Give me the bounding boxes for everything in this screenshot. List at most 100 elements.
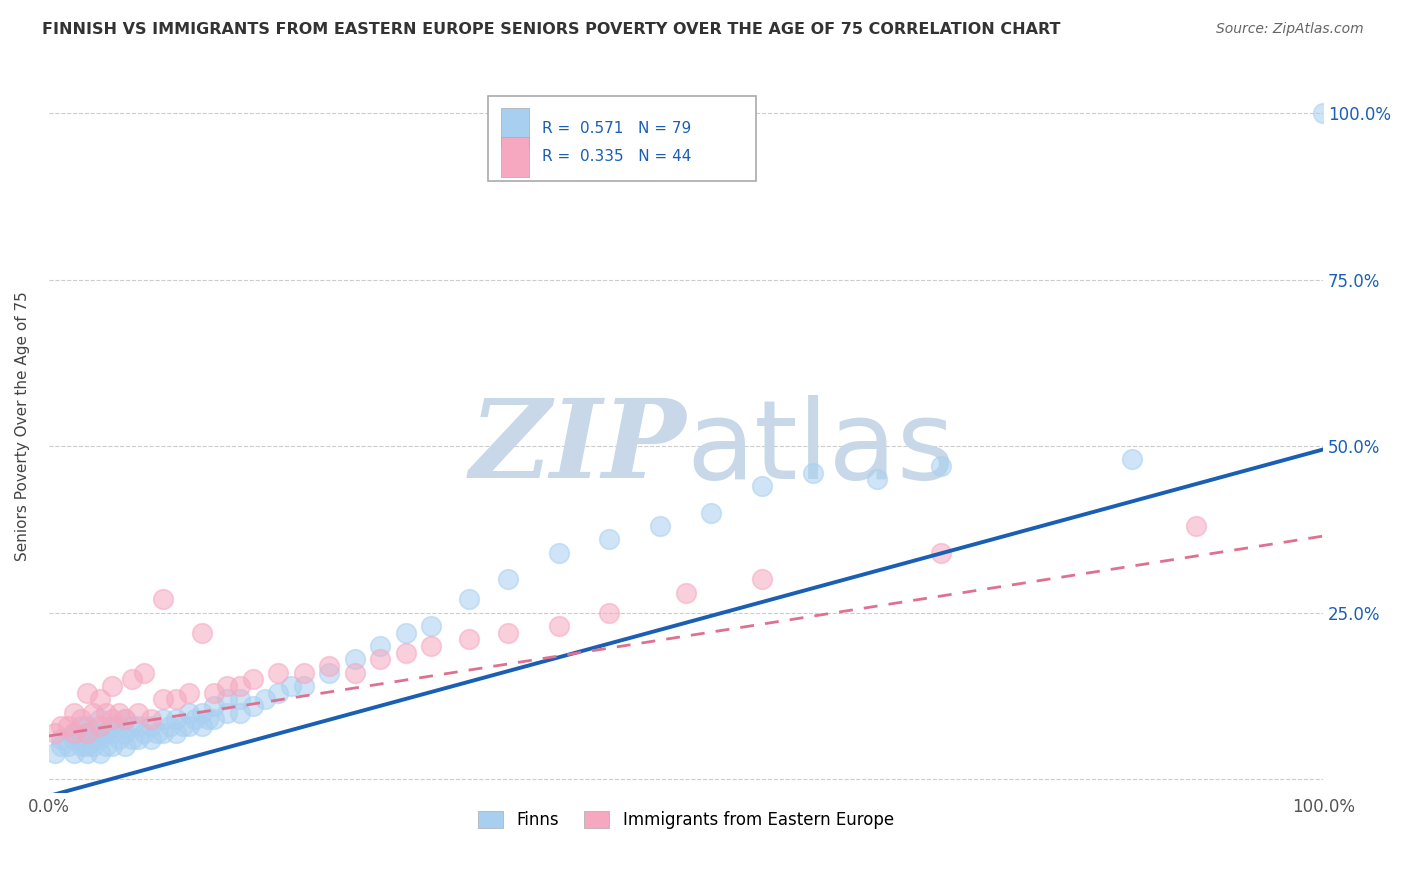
Point <box>165 692 187 706</box>
Point <box>69 739 91 753</box>
Point <box>803 466 825 480</box>
Point <box>458 592 481 607</box>
Point <box>51 719 73 733</box>
Point <box>101 719 124 733</box>
Point <box>121 673 143 687</box>
Point <box>152 712 174 726</box>
Legend: Finns, Immigrants from Eastern Europe: Finns, Immigrants from Eastern Europe <box>471 804 900 836</box>
Point <box>152 692 174 706</box>
Point <box>114 739 136 753</box>
Point <box>598 606 620 620</box>
Text: R =  0.335   N = 44: R = 0.335 N = 44 <box>541 150 692 164</box>
Point <box>420 619 443 633</box>
Point <box>496 625 519 640</box>
Point <box>139 712 162 726</box>
Point <box>101 739 124 753</box>
Point <box>89 712 111 726</box>
Point <box>69 719 91 733</box>
Point <box>217 706 239 720</box>
Text: ZIP: ZIP <box>470 394 686 502</box>
Point <box>368 639 391 653</box>
Point <box>114 712 136 726</box>
Point <box>177 706 200 720</box>
Point <box>127 719 149 733</box>
Point <box>94 739 117 753</box>
Point <box>420 639 443 653</box>
Point <box>368 652 391 666</box>
Point <box>101 679 124 693</box>
Point <box>56 719 79 733</box>
Point <box>254 692 277 706</box>
Point <box>63 732 86 747</box>
Point <box>292 679 315 693</box>
Point <box>89 692 111 706</box>
Point <box>172 719 194 733</box>
Point <box>63 706 86 720</box>
Point <box>101 712 124 726</box>
Point <box>76 725 98 739</box>
Point <box>184 712 207 726</box>
Point <box>394 625 416 640</box>
Point <box>1121 452 1143 467</box>
Point <box>1312 106 1334 120</box>
Point <box>318 665 340 680</box>
Point <box>177 719 200 733</box>
Point <box>165 712 187 726</box>
Point <box>394 646 416 660</box>
Text: Source: ZipAtlas.com: Source: ZipAtlas.com <box>1216 22 1364 37</box>
Point <box>751 573 773 587</box>
FancyBboxPatch shape <box>501 108 529 148</box>
Point <box>650 519 672 533</box>
Point <box>56 739 79 753</box>
Point <box>204 699 226 714</box>
Point <box>76 739 98 753</box>
Point <box>229 706 252 720</box>
Point <box>134 725 156 739</box>
Point <box>229 679 252 693</box>
Point <box>44 746 66 760</box>
Text: atlas: atlas <box>686 394 955 501</box>
Point <box>89 725 111 739</box>
Point <box>700 506 723 520</box>
Point <box>121 719 143 733</box>
Point <box>139 719 162 733</box>
Point <box>1184 519 1206 533</box>
Point <box>496 573 519 587</box>
Point <box>152 592 174 607</box>
Point <box>267 686 290 700</box>
Point <box>108 706 131 720</box>
Point <box>929 546 952 560</box>
Point <box>76 725 98 739</box>
Point <box>318 659 340 673</box>
Point <box>82 739 104 753</box>
Point <box>547 619 569 633</box>
Point <box>89 732 111 747</box>
Point <box>134 665 156 680</box>
Point <box>51 732 73 747</box>
Text: R =  0.571   N = 79: R = 0.571 N = 79 <box>541 120 692 136</box>
Point <box>108 732 131 747</box>
Point <box>69 712 91 726</box>
Point <box>343 652 366 666</box>
Point <box>76 719 98 733</box>
Point <box>190 719 212 733</box>
Point <box>242 699 264 714</box>
Point <box>94 725 117 739</box>
Point <box>751 479 773 493</box>
Point <box>229 692 252 706</box>
Point <box>89 719 111 733</box>
Point <box>190 706 212 720</box>
Point <box>204 686 226 700</box>
Point <box>82 732 104 747</box>
Point <box>101 725 124 739</box>
Point <box>866 472 889 486</box>
Point <box>217 679 239 693</box>
Point <box>152 725 174 739</box>
FancyBboxPatch shape <box>501 136 529 178</box>
Point <box>89 746 111 760</box>
Point <box>165 725 187 739</box>
Point <box>929 459 952 474</box>
Point <box>69 732 91 747</box>
Point <box>146 725 169 739</box>
Point <box>127 732 149 747</box>
